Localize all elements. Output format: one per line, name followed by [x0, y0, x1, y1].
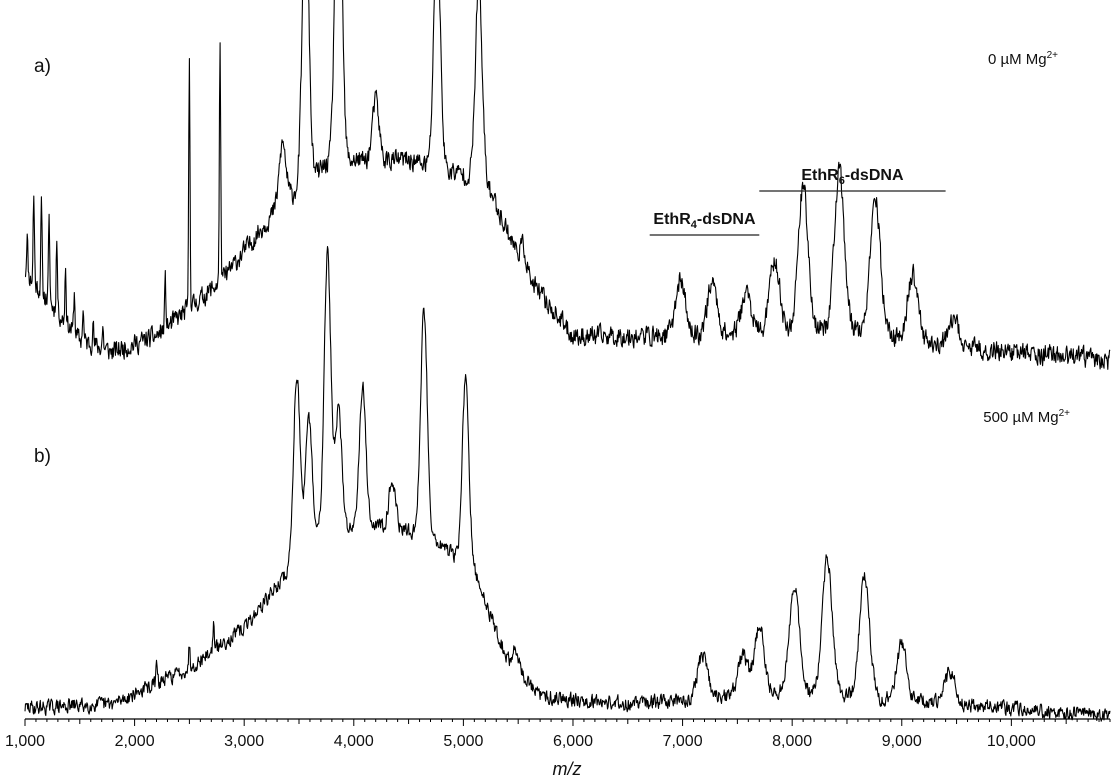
panel-a-label: a): [34, 56, 51, 77]
spectrum-trace-a: [24, 0, 1111, 370]
x-tick-label: 4,000: [334, 733, 374, 750]
ethr4-label: EthR4-dsDNA: [653, 211, 756, 231]
panel-b-condition: 500 µM Mg2+: [983, 408, 1070, 426]
x-tick-label: 7,000: [663, 733, 703, 750]
x-tick-label: 3,000: [224, 733, 264, 750]
x-axis-tick-labels: 1,000 2,000 3,000 4,000 5,000 6,000 7,000 8,000…: [5, 733, 1036, 750]
x-tick-label: 8,000: [772, 733, 812, 750]
ethr4-annotation: EthR4-dsDNA: [649, 211, 760, 236]
x-tick-label: 9,000: [882, 733, 922, 750]
x-tick-label: 6,000: [553, 733, 593, 750]
x-tick-label: 5,000: [443, 733, 483, 750]
spectrum-trace-b: [24, 245, 1111, 722]
x-tick-label: 1,000: [5, 733, 45, 750]
x-axis-title: m/z: [553, 759, 582, 779]
ethr6-annotation: EthR6-dsDNA: [759, 167, 946, 192]
x-tick-label: 10,000: [987, 733, 1036, 750]
ethr6-label: EthR6-dsDNA: [801, 167, 904, 187]
x-axis-ticks: [24, 719, 1111, 726]
panel-a-condition: 0 µM Mg2+: [988, 50, 1058, 68]
panel-b-label: b): [34, 446, 51, 467]
x-tick-label: 2,000: [115, 733, 155, 750]
